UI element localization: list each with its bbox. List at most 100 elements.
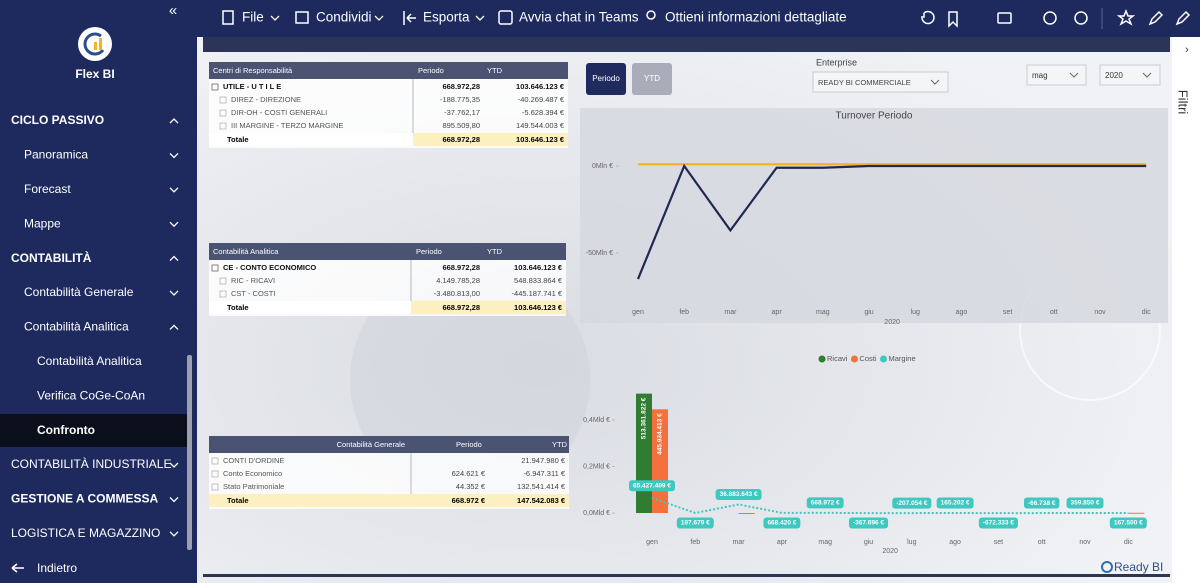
bar [738,513,755,515]
data-label-background [629,480,675,492]
back-icon [11,563,24,573]
row-value: 103.646.123 € [514,263,563,272]
collapse-button[interactable]: « [169,2,177,19]
menu-item[interactable]: Contabilità Analitica [24,320,129,334]
x-tick-label: dic [1124,539,1133,546]
x-tick-label: apr [772,309,783,316]
dropdown-chevrons [930,72,1152,85]
slicer-value[interactable]: 2020 [1105,71,1123,80]
year-dropdown[interactable] [1099,64,1161,86]
y-tick-label: -50Mln € [586,250,613,257]
ytd-button-label[interactable]: YTD [644,74,660,83]
data-label-background [806,497,844,509]
toolbar-item[interactable]: Avvia chat in Teams [519,10,639,25]
enterprise-dropdown[interactable] [812,71,949,93]
menu-chevron [169,187,179,193]
scrollbar[interactable] [187,355,192,550]
bookmark-icon[interactable] [948,11,958,28]
expand-icon[interactable] [219,277,227,285]
data-label-background [715,488,762,500]
reset-icon[interactable] [921,10,935,25]
bar-value-label: 513.361.822 € [641,397,648,439]
menu-item[interactable]: CONTABILITÀ INDUSTRIALE [11,456,171,471]
menu-chevron [169,324,179,330]
legend-label[interactable]: Margine [889,354,916,363]
expand-icon[interactable] [211,83,219,91]
expand-icon[interactable] [211,470,219,478]
data-label: 197.679 € [681,520,710,527]
period-button-label[interactable]: Periodo [592,74,620,83]
data-label-background [848,517,889,529]
view-icon[interactable] [997,12,1012,24]
menu-chevron [169,255,179,262]
expand-icon[interactable] [219,290,227,298]
expand-icon[interactable] [211,457,219,465]
legend-label[interactable]: Costi [859,354,876,363]
brand-logo [99,38,102,50]
menu-item[interactable]: Forecast [24,182,71,196]
slicer-value[interactable]: mag [1032,71,1048,80]
x-tick-label: gen [632,309,644,316]
x-tick-label: mag [816,309,830,316]
edit-icon[interactable] [1148,10,1164,26]
menu-chevron [169,152,179,159]
menu-chevron [169,496,179,503]
row-value: 895.509,80 [442,121,480,130]
row-value: 132.541.414 € [517,482,566,491]
menu-item[interactable]: LOGISTICA E MAGAZZINO [11,526,160,540]
x-tick-label: ott [1050,309,1058,316]
report-top-band [203,37,1170,52]
expand-icon[interactable] [211,264,219,272]
toolbar-chevron [270,15,280,21]
data-label-background [1109,517,1147,529]
toolbar-item[interactable]: Esporta [423,10,470,25]
menu-item[interactable]: Mappe [24,216,61,230]
toolbar-item[interactable]: File [242,10,264,25]
period-button[interactable] [586,63,626,95]
x-tick-label: feb [690,539,700,546]
month-dropdown[interactable] [1026,64,1087,86]
y-tick-label: 0,0Mld € [583,510,610,517]
filters-collapse[interactable]: › [1185,44,1189,56]
menu-item[interactable]: Panoramica [24,148,88,162]
more-icon[interactable] [1175,10,1191,26]
data-label-background [892,497,932,509]
expand-icon[interactable] [211,483,219,491]
toolbar-item[interactable]: Condividi [316,10,372,25]
toolbar-item[interactable]: Ottieni informazioni dettagliate [665,10,847,25]
comment-icon[interactable] [1074,11,1088,25]
ytd-button[interactable] [632,63,672,95]
total-value: 668.972,28 [442,303,480,312]
menu-item[interactable]: CONTABILITÀ [11,250,92,265]
back-link[interactable]: Indietro [37,561,77,575]
menu-item[interactable]: Contabilità Generale [24,285,134,299]
expand-icon[interactable] [219,96,227,104]
total-value: 668.972,28 [442,135,480,144]
row-value: 21.947.980 € [521,456,566,465]
data-label: -207.054 € [896,500,927,507]
filters-title[interactable]: Filtri [1176,90,1191,115]
expand-icon[interactable] [219,122,227,130]
row-label: CE - CONTO ECONOMICO [223,263,316,272]
menu-item[interactable]: GESTIONE A COMMESSA [11,492,158,506]
slicer-value[interactable]: READY BI COMMERCIALE [818,78,911,87]
menu-chevron [169,531,179,537]
menu-item[interactable]: Verifica CoGe-CoAn [37,388,145,402]
legend-label[interactable]: Ricavi [827,354,848,363]
x-tick-label: giu [864,539,873,546]
expand-icon[interactable] [219,109,227,117]
line-chart-panel [580,108,1168,323]
data-label-background [1066,497,1104,509]
menu-item[interactable]: Contabilità Analitica [37,354,142,368]
menu-item[interactable]: CICLO PASSIVO [11,113,104,127]
favorite-icon[interactable] [1116,8,1136,26]
menu-item[interactable]: Confronto [37,423,95,437]
total-label: Totale [227,135,249,144]
data-label-background [763,517,801,529]
data-label: 36.883.643 € [720,491,758,498]
brand-name: Flex BI [75,67,114,81]
row-value: 103.646.123 € [516,82,565,91]
refresh-icon[interactable] [1043,11,1057,25]
y-tick-label: 0,2Mld € [583,463,610,470]
row-value: 44.352 € [456,482,486,491]
